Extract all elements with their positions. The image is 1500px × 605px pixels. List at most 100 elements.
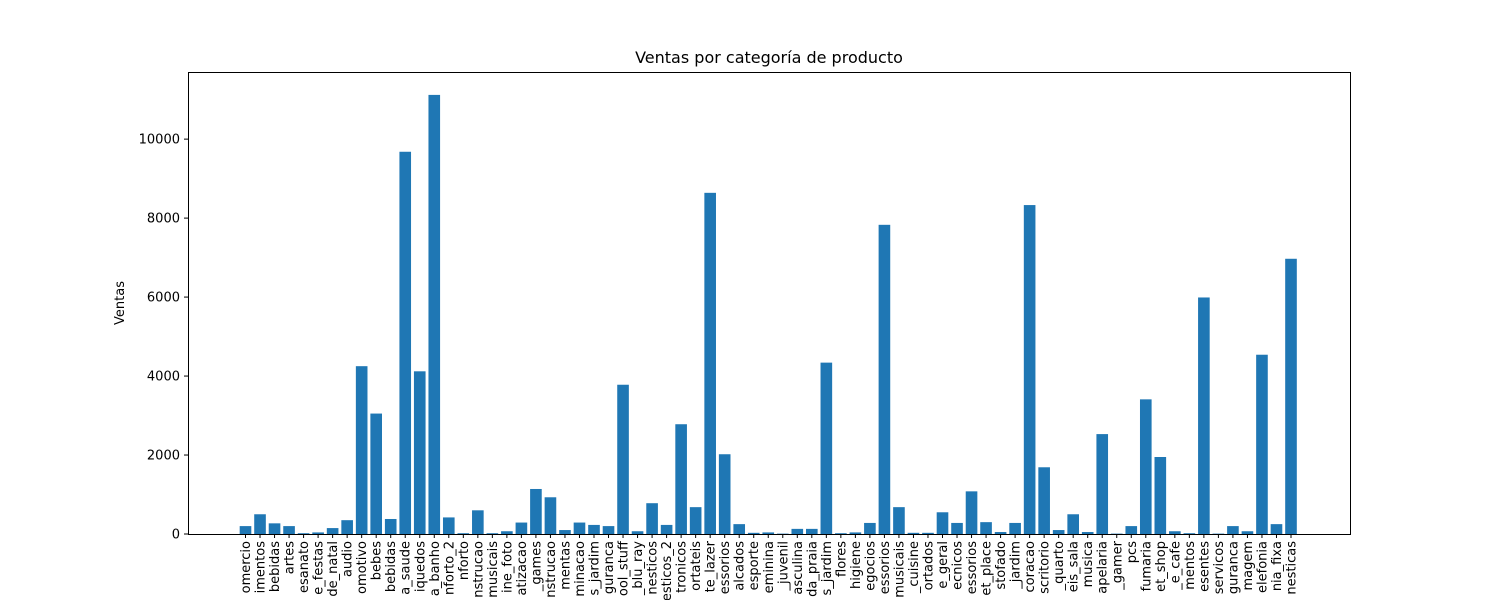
x-tick-label: nstrucao bbox=[544, 541, 559, 598]
x-tick-label: servicos bbox=[1212, 541, 1227, 595]
x-tick-label: et_place bbox=[980, 541, 995, 596]
x-tick-label: nesticas bbox=[1285, 541, 1300, 595]
bar-5 bbox=[312, 532, 324, 534]
x-tick-label: higiene bbox=[849, 541, 864, 589]
x-tick-label: et_shop bbox=[1154, 541, 1169, 592]
x-tick-label: nstrucao bbox=[471, 541, 486, 598]
bar-27 bbox=[632, 531, 644, 534]
bar-40 bbox=[821, 363, 833, 534]
x-tick-label: omotivo bbox=[355, 541, 370, 594]
x-tick-label: flores bbox=[834, 541, 849, 577]
x-tick-label: s_jardim bbox=[820, 541, 835, 596]
x-tick-label: nesticos bbox=[646, 541, 661, 595]
bar-65 bbox=[1184, 533, 1196, 534]
bar-4 bbox=[298, 533, 310, 534]
bar-8 bbox=[356, 366, 368, 534]
y-tick-label: 6000 bbox=[147, 291, 180, 306]
bar-48 bbox=[937, 512, 949, 534]
x-tick-label: atizacao bbox=[515, 541, 530, 596]
x-tick-label: nforto_2 bbox=[442, 541, 457, 595]
bar-68 bbox=[1227, 526, 1239, 534]
bar-49 bbox=[951, 523, 963, 534]
x-tick-label: mentos bbox=[1183, 541, 1198, 590]
x-tick-label: artes bbox=[283, 541, 298, 574]
x-tick-label: guranca bbox=[1226, 541, 1241, 594]
y-tick-label: 0 bbox=[172, 528, 180, 543]
x-tick-label: elefonia bbox=[1255, 541, 1270, 593]
bar-61 bbox=[1125, 526, 1137, 534]
x-tick-label: pcs bbox=[1125, 541, 1140, 563]
y-axis-label: Ventas bbox=[113, 281, 128, 325]
bar-66 bbox=[1198, 297, 1210, 534]
x-tick-label: nforto bbox=[457, 541, 472, 580]
bar-18 bbox=[501, 531, 513, 534]
x-tick-label: musicais bbox=[486, 541, 501, 598]
x-tick-label: te_lazer bbox=[704, 540, 719, 592]
x-tick-label: magem bbox=[1241, 541, 1256, 591]
bar-22 bbox=[559, 530, 571, 534]
x-tick-label: asculina bbox=[791, 541, 806, 595]
x-tick-label: stofado bbox=[994, 541, 1009, 590]
y-tick-label: 4000 bbox=[147, 370, 180, 385]
x-tick-label: esporte bbox=[747, 541, 762, 590]
bar-28 bbox=[646, 503, 658, 534]
x-tick-label: eis_sala bbox=[1067, 541, 1082, 592]
x-tick-label: fumaria bbox=[1139, 541, 1154, 591]
x-tick-label: esanato bbox=[297, 541, 312, 593]
bar-6 bbox=[327, 528, 339, 534]
y-tick-label: 10000 bbox=[139, 133, 180, 148]
bar-32 bbox=[704, 193, 716, 534]
bar-26 bbox=[617, 385, 629, 534]
bar-72 bbox=[1285, 259, 1297, 534]
bar-20 bbox=[530, 489, 542, 534]
bar-36 bbox=[762, 532, 774, 534]
x-tick-label: e_festas bbox=[312, 541, 327, 595]
x-tick-label: _quarto bbox=[1052, 541, 1067, 591]
bar-30 bbox=[675, 424, 687, 534]
bar-43 bbox=[864, 523, 876, 534]
bar-13 bbox=[428, 95, 440, 534]
x-tick-label: alcados bbox=[733, 541, 748, 591]
x-tick-label: guranca bbox=[602, 541, 617, 594]
x-tick-label: ool_stuff bbox=[617, 540, 632, 596]
x-tick-label: essorios bbox=[718, 541, 733, 594]
bar-16 bbox=[472, 510, 484, 534]
x-tick-label: ortateis bbox=[689, 541, 704, 591]
x-tick-label: _cuisine bbox=[907, 541, 922, 594]
x-tick-label: essorios bbox=[965, 541, 980, 594]
bar-11 bbox=[399, 152, 411, 534]
x-tick-label: ine_foto bbox=[500, 541, 515, 593]
x-tick-label: audio bbox=[341, 541, 356, 577]
x-tick-label: omercio bbox=[239, 541, 254, 593]
bar-12 bbox=[414, 371, 426, 534]
x-tick-label: iquedos bbox=[413, 541, 428, 592]
x-tick-label: ecnicos bbox=[951, 541, 966, 590]
x-tick-label: mentas bbox=[558, 541, 573, 590]
x-tick-label: da_praia bbox=[805, 541, 820, 597]
bars-group bbox=[240, 95, 1297, 534]
x-tick-label: tronicos bbox=[675, 541, 690, 593]
x-tick-label: scritorio bbox=[1038, 541, 1053, 594]
bar-62 bbox=[1140, 399, 1152, 534]
bar-29 bbox=[661, 525, 673, 534]
bar-24 bbox=[588, 525, 600, 534]
bar-15 bbox=[458, 533, 470, 534]
bar-57 bbox=[1067, 514, 1079, 534]
x-tick-label: eminina bbox=[762, 541, 777, 593]
bar-17 bbox=[487, 533, 499, 534]
bar-33 bbox=[719, 454, 731, 534]
x-tick-label: minacao bbox=[573, 541, 588, 597]
bar-19 bbox=[516, 523, 528, 534]
x-tick-label: bebidas bbox=[384, 541, 399, 592]
bar-3 bbox=[283, 526, 295, 534]
x-tick-label: musica bbox=[1081, 541, 1096, 587]
bar-55 bbox=[1038, 467, 1050, 534]
chart-title: Ventas por categoría de producto bbox=[635, 48, 903, 67]
x-tick-label: musicais bbox=[892, 541, 907, 598]
bar-63 bbox=[1155, 457, 1167, 534]
bar-70 bbox=[1256, 355, 1268, 534]
y-tick-label: 2000 bbox=[147, 449, 180, 464]
